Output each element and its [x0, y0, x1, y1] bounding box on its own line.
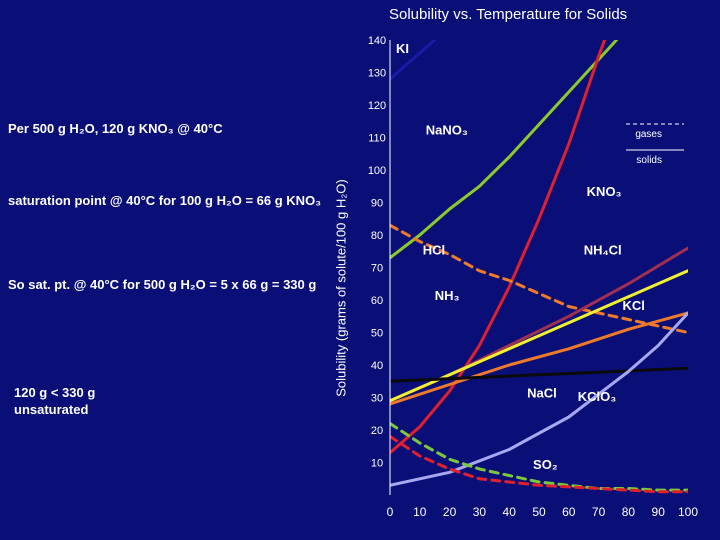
y-tick-label: 30 — [371, 393, 383, 405]
series-line-hcl — [390, 223, 688, 334]
labels-layer: KI NaNO₃ KNO₃ HCl NH₄Cl NH₃ KCl NaCl KClO₃ SO₂ — [396, 41, 645, 472]
note-line-5: unsaturated — [14, 402, 89, 417]
y-tick-label: 120 — [368, 100, 386, 112]
series-line-unlabeled-10 — [390, 435, 688, 494]
note-line-3: So sat. pt. @ 40°C for 500 g H₂O = 5 x 6… — [8, 277, 317, 292]
y-tick-label: 80 — [371, 230, 383, 242]
series-label-nh: NH₃ — [435, 288, 460, 303]
series-label-nacl: NaCl — [527, 386, 557, 401]
series-line-so — [390, 422, 688, 492]
series-label-kcl: KCl — [622, 298, 644, 313]
x-tick-label: 20 — [443, 505, 457, 519]
legend-label-solids: solids — [636, 155, 662, 166]
series-line-nacl — [390, 366, 688, 383]
series-line-nano — [390, 40, 618, 260]
y-tick-label: 100 — [368, 165, 386, 177]
x-tick-label: 100 — [678, 505, 698, 519]
x-tick-label: 90 — [652, 505, 666, 519]
plot-area — [390, 40, 688, 495]
y-tick-label: 20 — [371, 425, 383, 437]
x-tick-label: 30 — [473, 505, 487, 519]
axes-layer: 10 20 30 40 50 60 70 80 90 100 110 120 130 140 0 10 20 30… — [368, 35, 699, 519]
x-tick-label: 60 — [562, 505, 576, 519]
x-tick-label: 80 — [622, 505, 636, 519]
legend-box — [620, 118, 686, 168]
y-tick-label: 10 — [371, 458, 383, 470]
series-label-hcl: HCl — [423, 243, 445, 258]
x-tick-label: 70 — [592, 505, 606, 519]
note-line-2: saturation point @ 40°C for 100 g H₂O = … — [8, 193, 322, 208]
x-tick-label: 50 — [532, 505, 546, 519]
y-tick-label: 90 — [371, 198, 383, 210]
series-label-ki: KI — [396, 41, 409, 56]
series-line-kclo — [390, 311, 688, 487]
note-line-4: 120 g < 330 g — [14, 385, 96, 400]
y-axis-label: Solubility (grams of solute/100 g H₂O) — [333, 179, 349, 397]
series-label-nh-cl: NH₄Cl — [584, 243, 622, 258]
series-label-nano: NaNO₃ — [426, 122, 468, 137]
x-tick-label: 10 — [413, 505, 427, 519]
series-line-kcl — [390, 311, 688, 406]
y-tick-label: 130 — [368, 68, 386, 80]
chart-title: Solubility vs. Temperature for Solids — [389, 6, 628, 23]
series-label-kno: KNO₃ — [587, 184, 622, 199]
legend: gases solids — [620, 118, 686, 168]
series-line-kno — [390, 40, 607, 455]
y-tick-label: 50 — [371, 328, 383, 340]
series-layer — [390, 40, 688, 494]
series-line-ki — [390, 40, 437, 81]
x-tick-label: 0 — [387, 505, 394, 519]
y-tick-label: 140 — [368, 35, 386, 47]
y-tick-label: 60 — [371, 295, 383, 307]
y-tick-label: 70 — [371, 263, 383, 275]
x-tick-label: 40 — [503, 505, 517, 519]
series-label-so: SO₂ — [533, 457, 558, 472]
series-label-kclo: KClO₃ — [578, 389, 617, 404]
y-tick-label: 40 — [371, 360, 383, 372]
y-tick-label: 110 — [368, 133, 386, 145]
legend-label-gases: gases — [635, 129, 662, 140]
note-line-1: Per 500 g H₂O, 120 g KNO₃ @ 40°C — [8, 121, 223, 136]
